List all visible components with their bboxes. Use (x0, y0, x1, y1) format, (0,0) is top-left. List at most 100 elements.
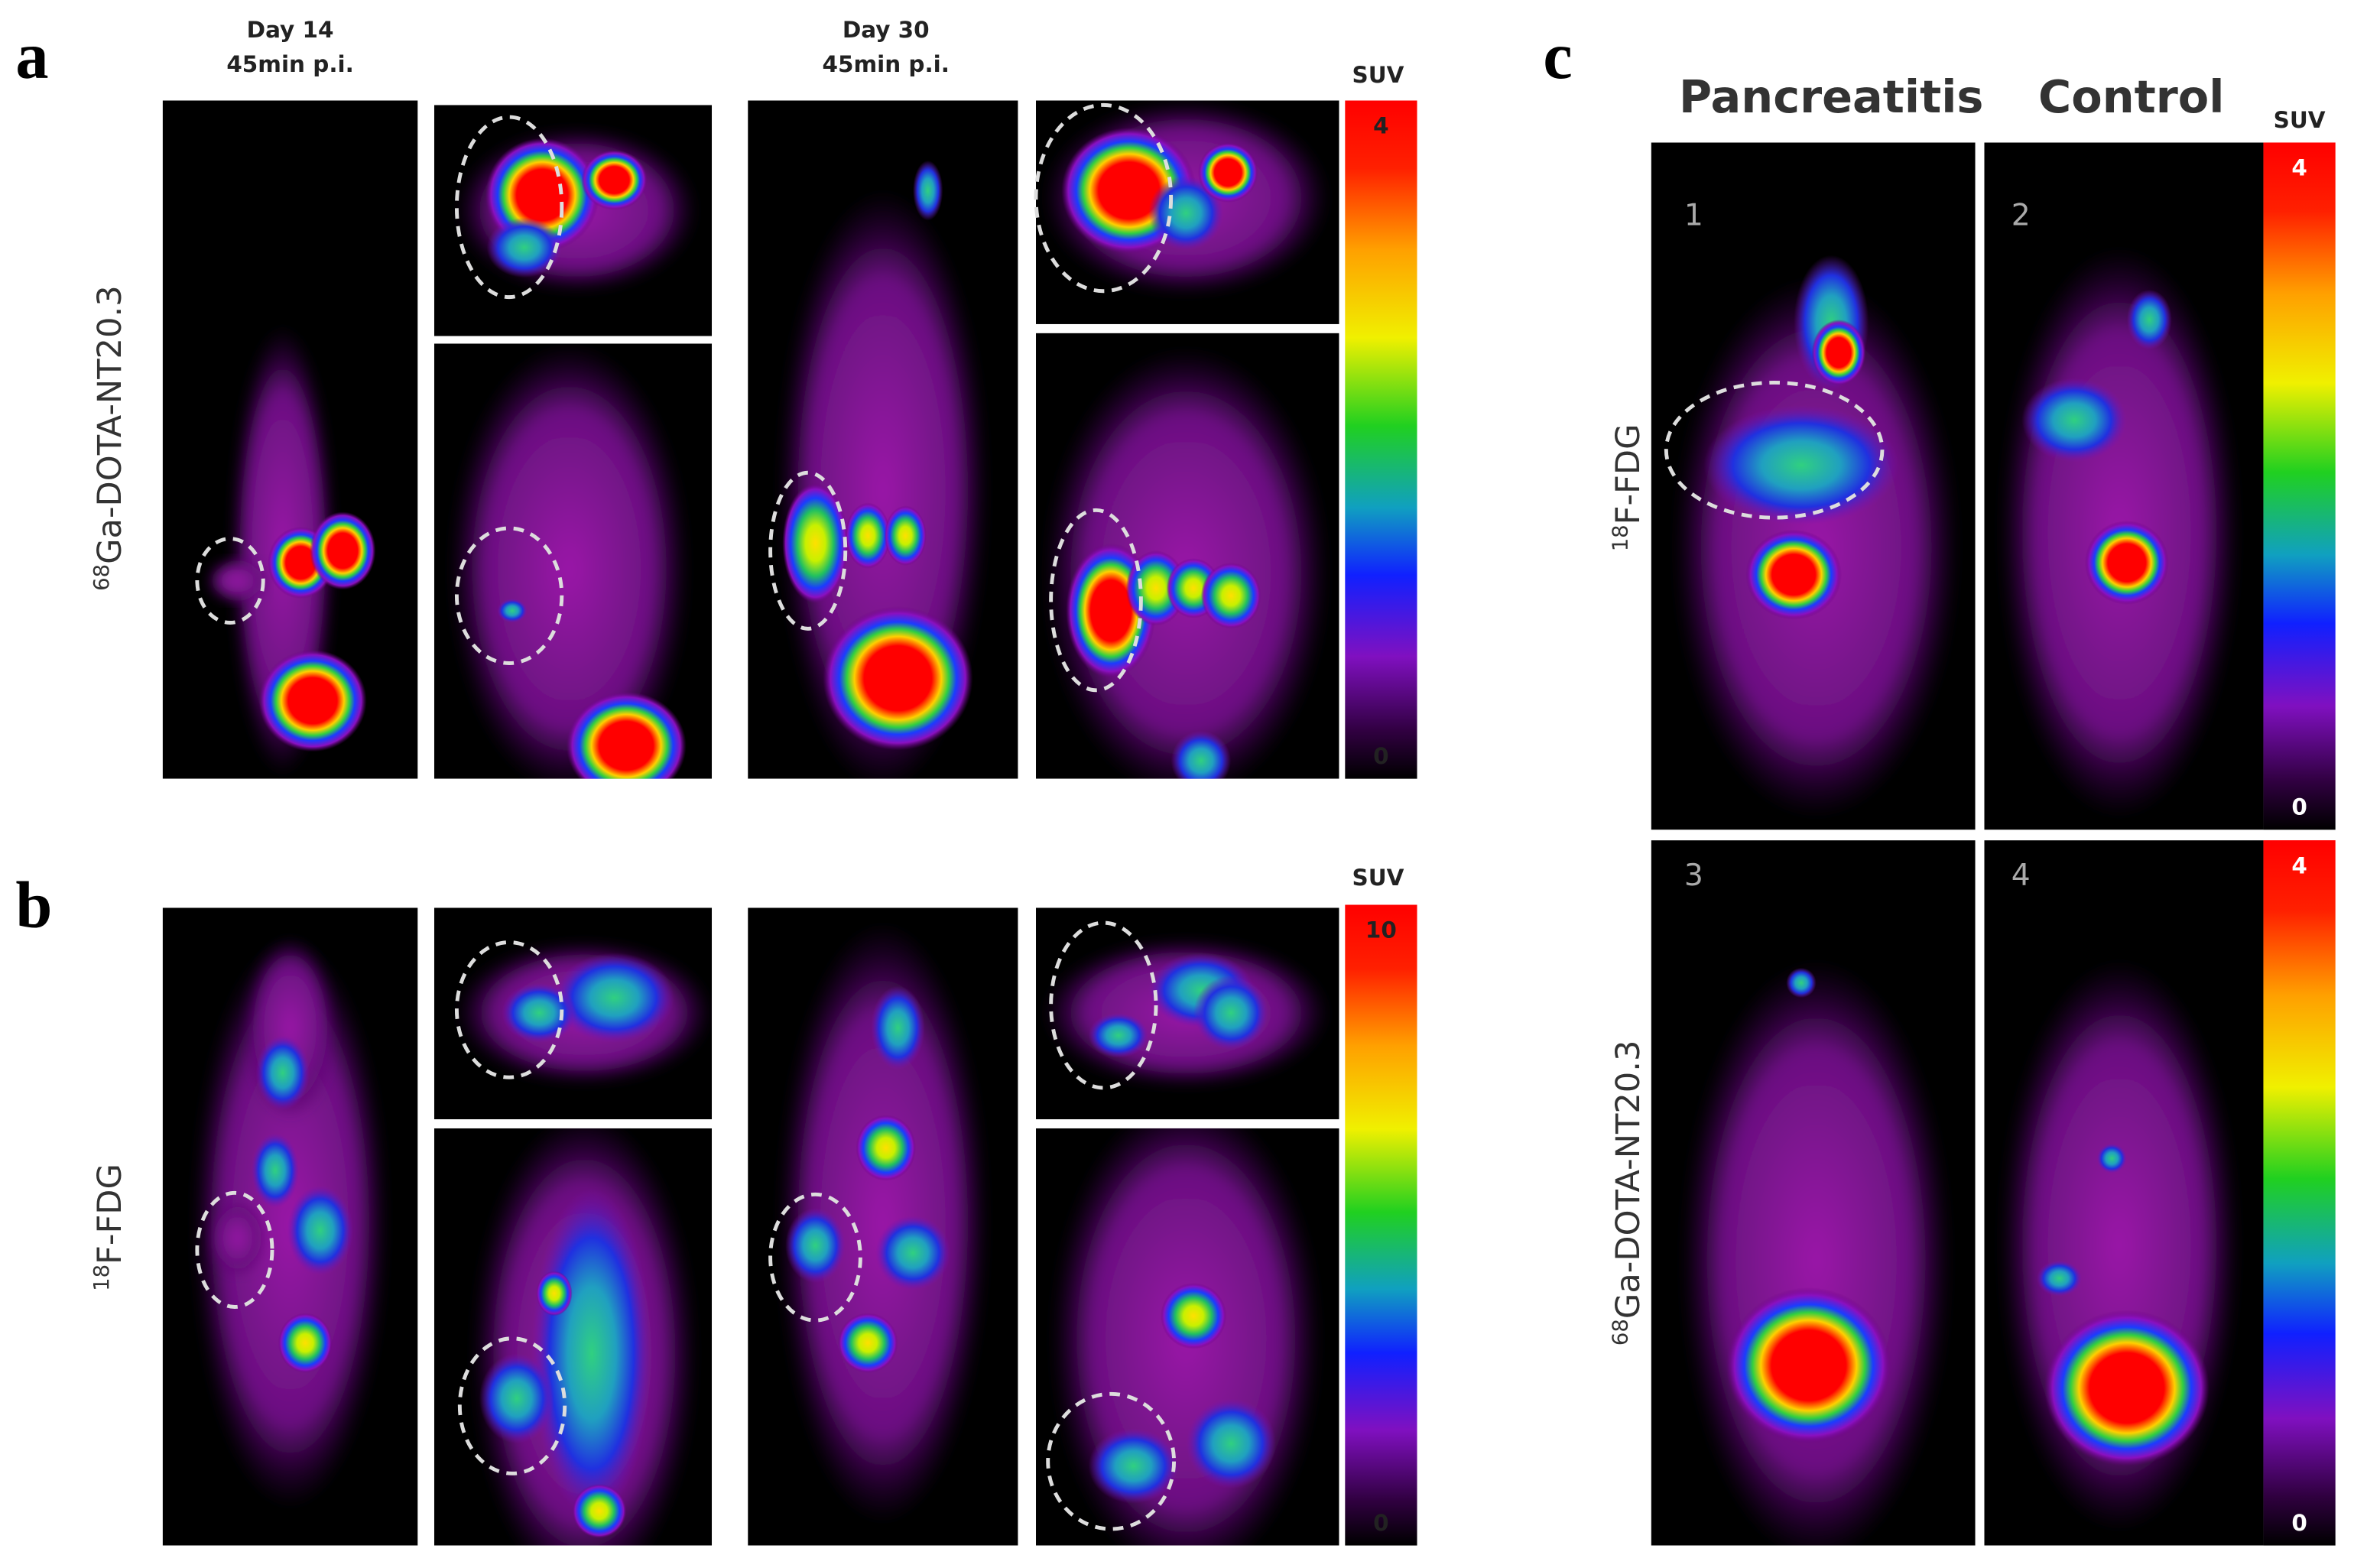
uptake (1745, 529, 1842, 620)
uptake (449, 343, 690, 779)
uptake (251, 1132, 300, 1208)
uptake (566, 691, 687, 779)
uptake (823, 605, 973, 751)
uptake (856, 1115, 916, 1181)
uptake (1681, 960, 1952, 1546)
uptake (502, 982, 577, 1044)
pet-image (1984, 142, 2264, 830)
colorbar (2263, 840, 2336, 1546)
panel-label: c (1543, 19, 1572, 93)
uptake (782, 482, 849, 603)
image-index: 1 (1684, 198, 1703, 232)
row-label: 18F-FDG (1609, 424, 1648, 551)
uptake (1148, 175, 1224, 251)
roi-marker (768, 470, 848, 631)
column-time: 45min p.i. (226, 51, 353, 77)
roi-marker (195, 1190, 274, 1309)
uptake (310, 511, 376, 590)
uptake (479, 1353, 554, 1444)
uptake (1160, 1283, 1227, 1349)
uptake (1726, 1287, 1891, 1444)
row-label: 68Ga-DOTA-NT20.3 (90, 285, 129, 591)
panel-label: a (15, 19, 48, 93)
uptake (875, 1215, 951, 1290)
pet-image (1984, 840, 2264, 1546)
pet-image (1036, 907, 1339, 1120)
uptake (1786, 967, 1817, 998)
roi-marker (454, 526, 564, 665)
row-label: 68Ga-DOTA-NT20.3 (1609, 1040, 1648, 1346)
image-index: 3 (1684, 859, 1703, 893)
uptake (207, 558, 268, 603)
colorbar-title: SUV (1352, 62, 1404, 88)
uptake (210, 1200, 265, 1276)
image-index: 4 (2011, 859, 2031, 893)
pet-images (162, 100, 2336, 1546)
column-day: Day 30 (843, 17, 930, 43)
uptake (2126, 289, 2172, 350)
roi-marker (454, 940, 564, 1079)
uptake (2044, 1310, 2210, 1466)
isotope: 68 (90, 564, 114, 591)
uptake (871, 985, 925, 1070)
image-index: 2 (2011, 198, 2031, 232)
pet-image (433, 105, 713, 336)
roi-marker (1049, 920, 1158, 1090)
uptake (785, 1207, 846, 1284)
colorbar-title: SUV (2274, 107, 2326, 133)
colorbar-min: 0 (1373, 1510, 1388, 1536)
uptake (572, 1484, 627, 1538)
uptake (2021, 378, 2127, 463)
uptake (1703, 404, 1899, 525)
column-time: 45min p.i. (823, 51, 950, 77)
uptake (255, 1035, 310, 1111)
tracer: Ga-DOTA-NT20.3 (91, 285, 129, 564)
uptake (287, 1185, 353, 1276)
colorbar (2263, 142, 2336, 830)
tracer: F-FDG (1609, 424, 1648, 524)
uptake (1811, 320, 1866, 386)
pet-image (748, 100, 1018, 779)
uptake (1200, 563, 1261, 629)
roi-marker (195, 537, 265, 625)
uptake (536, 1271, 573, 1316)
colorbar-max: 4 (1373, 113, 1388, 139)
uptake (1088, 1428, 1179, 1504)
isotope: 68 (1609, 1319, 1632, 1346)
uptake (581, 150, 648, 210)
uptake (2096, 1143, 2127, 1174)
pet-image (162, 907, 418, 1546)
colorbar-max: 4 (2291, 155, 2307, 181)
pet-image (1036, 100, 1339, 324)
pet-image (1651, 142, 1976, 830)
pet-image (1036, 1128, 1339, 1546)
uptake (278, 1313, 333, 1373)
uptake (497, 599, 528, 623)
uptake (837, 1313, 898, 1373)
pet-image (748, 907, 1018, 1546)
colorbar (1345, 100, 1417, 779)
uptake (531, 1188, 652, 1519)
colorbar-min: 0 (2291, 794, 2307, 820)
uptake (845, 502, 891, 569)
uptake (778, 923, 989, 1524)
roi-marker (457, 1336, 567, 1475)
uptake (1186, 1398, 1277, 1488)
colorbar-max: 10 (1365, 917, 1397, 943)
uptake (1197, 142, 1258, 203)
colorbar-min: 0 (2291, 1510, 2307, 1536)
roi-marker (454, 115, 564, 300)
uptake (1171, 730, 1232, 779)
uptake (258, 649, 367, 752)
pet-image (1651, 840, 1976, 1546)
uptake (2084, 521, 2169, 605)
roi-marker (768, 1192, 862, 1323)
roi-marker (1046, 1391, 1177, 1531)
roi-marker (1049, 508, 1143, 693)
row-label: 18F-FDG (90, 1164, 129, 1291)
colorbar-max: 4 (2291, 852, 2307, 878)
uptake (2037, 1260, 2082, 1297)
uptake (554, 953, 675, 1044)
uptake (486, 217, 562, 278)
